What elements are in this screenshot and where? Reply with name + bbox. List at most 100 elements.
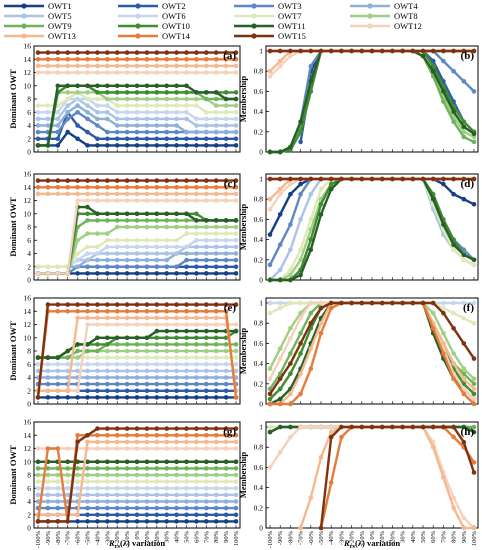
point-owt11 (420, 53, 426, 59)
point-owt15 (85, 302, 90, 307)
point-owt3 (95, 505, 100, 511)
point-owt1 (213, 395, 219, 400)
point-owt5 (65, 368, 70, 374)
point-owt8 (45, 472, 51, 478)
y-tick-label: 0 (27, 148, 31, 157)
point-owt7 (154, 355, 160, 360)
point-owt12 (233, 198, 239, 203)
point-owt10 (298, 351, 303, 356)
point-owt14 (85, 57, 90, 62)
point-owt11 (184, 211, 189, 217)
point-owt7 (267, 310, 273, 316)
point-owt15 (298, 341, 303, 346)
point-owt7 (233, 110, 239, 115)
point-owt5 (134, 116, 140, 122)
series-group (267, 48, 477, 155)
y-tick-label: 12 (24, 68, 32, 77)
point-owt14 (144, 185, 150, 190)
legend-label-owt1: OWT1 (48, 1, 72, 11)
point-owt14 (204, 185, 209, 190)
point-owt13 (65, 63, 70, 69)
point-owt1 (194, 143, 199, 148)
point-owt3 (45, 505, 51, 511)
point-owt4 (134, 499, 140, 504)
point-owt11 (213, 218, 219, 223)
point-owt15 (35, 395, 41, 400)
point-owt13 (194, 315, 199, 321)
point-owt3 (164, 381, 169, 387)
point-owt4 (174, 375, 179, 380)
point-owt15 (318, 305, 324, 311)
point-owt15 (267, 391, 273, 397)
point-owt6 (204, 116, 209, 122)
point-owt15 (379, 176, 385, 182)
point-owt5 (45, 492, 51, 498)
point-owt15 (288, 176, 293, 182)
y-tick-label: 1 (259, 423, 263, 432)
point-owt15 (134, 302, 140, 307)
point-owt11 (233, 218, 239, 223)
point-owt7 (154, 103, 160, 108)
point-owt15 (223, 178, 229, 183)
point-owt11 (114, 335, 120, 341)
point-owt3 (154, 264, 160, 270)
point-owt7 (233, 355, 239, 360)
x-tick-label: -10% (124, 530, 131, 545)
point-owt15 (184, 50, 189, 55)
y-tick-label: 2 (27, 510, 31, 519)
point-owt13 (144, 191, 150, 197)
y-tick-label: 8 (27, 223, 31, 232)
point-owt12 (114, 70, 120, 75)
point-owt11 (223, 218, 229, 223)
point-owt6 (55, 110, 61, 115)
point-owt15 (420, 176, 426, 182)
point-owt14 (154, 57, 160, 62)
point-owt5 (105, 492, 110, 498)
point-owt7 (194, 103, 199, 108)
point-owt1 (75, 271, 80, 276)
point-owt5 (223, 492, 229, 498)
y-tick-label: 14 (24, 55, 32, 64)
point-owt15 (45, 519, 51, 524)
point-owt7 (288, 300, 293, 306)
point-owt7 (75, 251, 80, 256)
point-owt15 (124, 426, 130, 431)
series-line-owt15 (319, 425, 476, 529)
point-owt15 (124, 50, 130, 55)
point-owt12 (164, 446, 169, 451)
point-owt4 (55, 375, 61, 380)
point-owt11 (95, 335, 100, 341)
point-owt5 (204, 492, 209, 498)
point-owt13 (154, 439, 160, 445)
point-owt2 (213, 512, 219, 518)
point-owt9 (35, 466, 41, 471)
point-owt13 (144, 63, 150, 69)
panel-letter: (c) (224, 178, 237, 190)
point-owt6 (35, 486, 41, 491)
point-owt5 (213, 244, 219, 250)
x-tick-label: -90% (277, 530, 284, 545)
point-owt11 (144, 459, 150, 465)
point-owt14 (105, 57, 110, 62)
point-owt15 (95, 426, 100, 431)
point-owt15 (318, 48, 324, 54)
point-owt5 (164, 116, 169, 122)
point-owt6 (223, 362, 229, 367)
point-owt15 (390, 48, 395, 54)
point-owt2 (194, 136, 199, 142)
series-line-owt12 (269, 49, 474, 78)
point-owt15 (45, 302, 51, 307)
point-owt7 (124, 103, 130, 108)
legend-marker-owt10 (135, 23, 141, 29)
point-owt14 (184, 433, 189, 438)
point-owt11 (95, 211, 100, 217)
point-owt1 (223, 519, 229, 524)
point-owt15 (308, 176, 314, 182)
point-owt15 (213, 178, 219, 183)
point-owt15 (174, 302, 179, 307)
legend-marker-owt14 (135, 33, 141, 39)
point-owt14 (194, 57, 199, 62)
point-owt3 (194, 257, 199, 263)
point-owt1 (134, 519, 140, 524)
point-owt12 (288, 181, 293, 187)
